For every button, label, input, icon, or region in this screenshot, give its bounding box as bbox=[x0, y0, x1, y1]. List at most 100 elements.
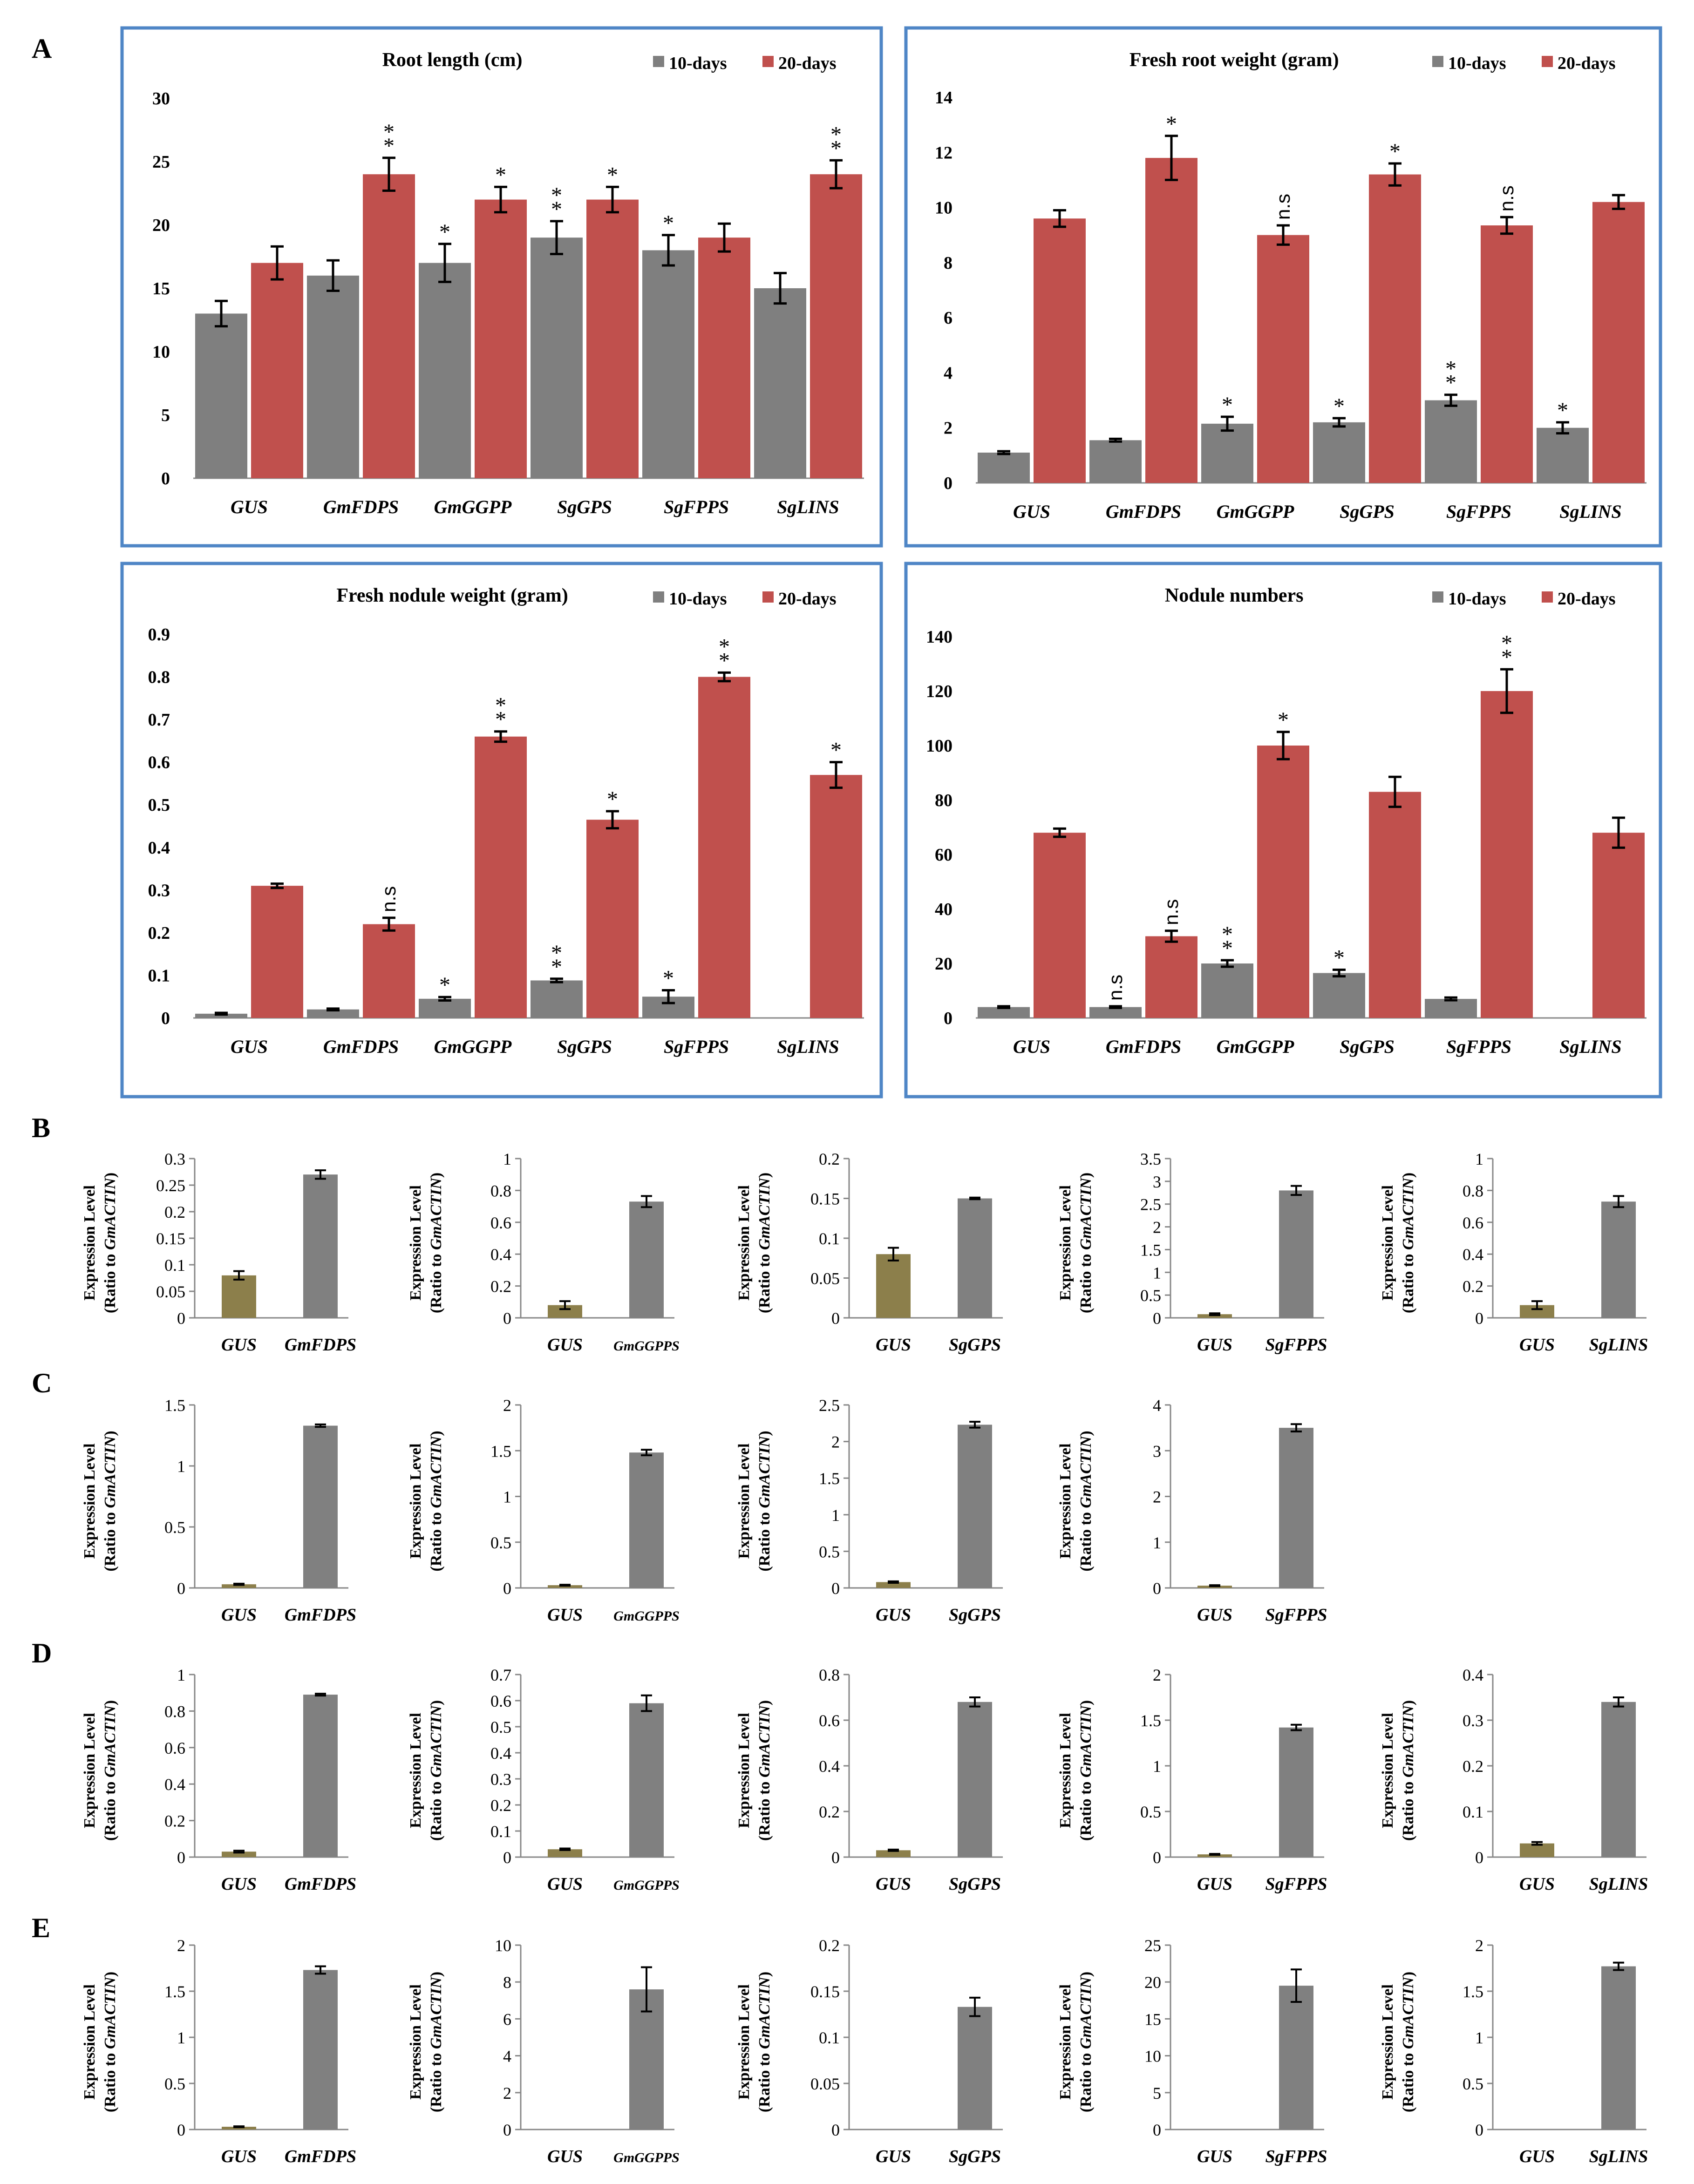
y-tick-label: 20 bbox=[152, 216, 170, 235]
bar-gus bbox=[222, 1852, 256, 1857]
y-axis-title: Expression Level bbox=[81, 1713, 98, 1828]
y-tick-label: 0.8 bbox=[164, 1702, 185, 1721]
bar-10-days bbox=[307, 1009, 359, 1018]
x-tick-label: GUS bbox=[547, 2147, 583, 2166]
x-tick-label: SgFPPS bbox=[1265, 1335, 1327, 1355]
expression-chart-E-2: Expression Level (Ratio to GmACTIN) 0 2 4 6 8 1… bbox=[407, 1936, 680, 2166]
y-tick-label: 0.6 bbox=[819, 1711, 840, 1730]
legend-swatch-20-days bbox=[1542, 591, 1553, 603]
y-tick-label: 0.7 bbox=[148, 710, 170, 730]
legend-swatch-10-days bbox=[653, 56, 664, 67]
expression-chart-B-1: Expression Level (Ratio to GmACTIN) 0 0.05 0… bbox=[81, 1150, 356, 1355]
y-tick-label: 1.5 bbox=[1463, 1982, 1483, 2001]
y-tick-label: 15 bbox=[1144, 2010, 1161, 2028]
y-tick-label: 0.8 bbox=[148, 668, 170, 687]
y-axis-subtitle-gene: GmACTIN bbox=[428, 1705, 445, 1777]
panel-a-chart-4: Nodule numbers 10-days 20-days 0 20 40 60 80 100… bbox=[904, 562, 1662, 1099]
bar-20-days bbox=[363, 924, 415, 1018]
x-tick-label: GmGGPP bbox=[434, 496, 512, 517]
bar-10-days bbox=[307, 275, 359, 478]
bar-20-days bbox=[1145, 158, 1197, 483]
y-axis-subtitle: (Ratio to GmACTIN) bbox=[1077, 1173, 1095, 1313]
y-tick-label: 10 bbox=[935, 198, 952, 218]
x-tick-label: GmFDPS bbox=[1106, 1036, 1181, 1057]
y-tick-label: 1 bbox=[1153, 1757, 1161, 1776]
y-tick-label: 0 bbox=[177, 2121, 185, 2139]
y-tick-label: 0.3 bbox=[148, 881, 170, 900]
y-tick-label: 0.3 bbox=[164, 1150, 185, 1168]
y-tick-label: 3 bbox=[1153, 1442, 1161, 1460]
significance-mark: * bbox=[551, 941, 562, 965]
significance-mark: * bbox=[1389, 139, 1401, 164]
significance-mark: * bbox=[1445, 371, 1456, 395]
x-tick-label: GmGGPPS bbox=[613, 1338, 680, 1354]
significance-mark: * bbox=[1333, 945, 1345, 970]
y-axis-title: Expression Level bbox=[735, 1984, 753, 2100]
y-tick-label: 0.6 bbox=[148, 753, 170, 773]
significance-mark: * bbox=[607, 787, 618, 812]
y-tick-label: 1 bbox=[1153, 1263, 1161, 1282]
y-axis-subtitle-suffix: ) bbox=[428, 1431, 445, 1436]
x-tick-label: SgGPS bbox=[557, 1036, 612, 1057]
chart-title: Root length (cm) bbox=[382, 49, 523, 71]
y-tick-label: 0 bbox=[1475, 2121, 1483, 2139]
y-tick-label: 1 bbox=[1475, 1150, 1483, 1168]
y-tick-label: 0 bbox=[1153, 1579, 1161, 1598]
y-tick-label: 0 bbox=[503, 2121, 511, 2139]
y-axis-subtitle-prefix: (Ratio to bbox=[428, 2049, 445, 2112]
bar-10-days bbox=[531, 237, 583, 478]
bar-20-days bbox=[1369, 174, 1421, 483]
y-axis-subtitle: (Ratio to GmACTIN) bbox=[1400, 1700, 1417, 1841]
panel-a-chart-1: Root length (cm) 10-days 20-days 0 5 10 15 20 25… bbox=[120, 26, 883, 548]
y-tick-label: 0.1 bbox=[164, 1256, 185, 1275]
bar-10-days bbox=[419, 998, 471, 1018]
y-axis-subtitle: (Ratio to GmACTIN) bbox=[756, 1173, 773, 1313]
x-tick-label: SgFPPS bbox=[664, 496, 729, 517]
bar-gus bbox=[222, 1584, 256, 1588]
y-axis-subtitle-prefix: (Ratio to bbox=[1077, 2049, 1095, 2112]
y-axis-subtitle: (Ratio to GmACTIN) bbox=[102, 1173, 119, 1313]
x-tick-label: SgFPPS bbox=[1265, 1874, 1327, 1894]
x-tick-label: SgFPPS bbox=[1446, 1036, 1511, 1057]
x-tick-label: SgGPS bbox=[1340, 501, 1395, 522]
y-axis-title: Expression Level bbox=[1379, 1185, 1396, 1301]
significance-mark: * bbox=[1333, 394, 1345, 419]
y-tick-label: 0 bbox=[831, 1309, 840, 1328]
y-tick-label: 0.6 bbox=[164, 1739, 185, 1757]
x-tick-label: GmFDPS bbox=[285, 2147, 356, 2166]
y-tick-label: 0 bbox=[161, 469, 170, 488]
y-axis-subtitle-suffix: ) bbox=[1077, 1173, 1095, 1178]
significance-mark: * bbox=[551, 197, 562, 222]
y-tick-label: 0.5 bbox=[1140, 1286, 1161, 1305]
y-tick-label: 2 bbox=[831, 1433, 840, 1451]
y-axis-subtitle-prefix: (Ratio to bbox=[102, 1250, 119, 1313]
y-axis-subtitle-gene: GmACTIN bbox=[1400, 1177, 1417, 1250]
y-axis-subtitle: (Ratio to GmACTIN) bbox=[102, 1431, 119, 1571]
x-tick-label: GmFDPS bbox=[285, 1335, 356, 1355]
y-axis-subtitle: (Ratio to GmACTIN) bbox=[1077, 1431, 1095, 1571]
x-tick-label: GUS bbox=[221, 2147, 257, 2166]
y-tick-label: 0 bbox=[503, 1309, 511, 1328]
y-axis-subtitle-gene: GmACTIN bbox=[102, 1976, 119, 2049]
y-tick-label: 0.1 bbox=[490, 1822, 511, 1841]
y-axis-subtitle-prefix: (Ratio to bbox=[428, 1508, 445, 1572]
significance-mark: * bbox=[1501, 631, 1512, 656]
section-label-B: B bbox=[32, 1112, 50, 1143]
y-tick-label: 2 bbox=[944, 419, 952, 438]
y-axis-title: Expression Level bbox=[1057, 1713, 1074, 1828]
y-tick-label: 0 bbox=[177, 1309, 185, 1328]
x-tick-label: GmGGPPS bbox=[613, 2150, 680, 2165]
y-axis-title: Expression Level bbox=[735, 1444, 753, 1559]
significance-mark: * bbox=[1166, 112, 1177, 136]
y-axis-subtitle-prefix: (Ratio to bbox=[756, 1508, 773, 1572]
y-axis-subtitle-suffix: ) bbox=[102, 1173, 119, 1178]
bar-gene bbox=[629, 1989, 664, 2130]
significance-mark: n.s bbox=[378, 886, 400, 912]
x-tick-label: GmGGPP bbox=[434, 1036, 512, 1057]
bar-gene bbox=[958, 1424, 992, 1588]
y-tick-label: 0.3 bbox=[1463, 1711, 1483, 1730]
bar-10-days bbox=[1313, 422, 1365, 483]
panel-frame bbox=[120, 562, 883, 1099]
expression-chart-D-4: Expression Level (Ratio to GmACTIN) 0 0.5 1 1… bbox=[1057, 1666, 1327, 1894]
y-tick-label: 0.5 bbox=[490, 1533, 511, 1552]
